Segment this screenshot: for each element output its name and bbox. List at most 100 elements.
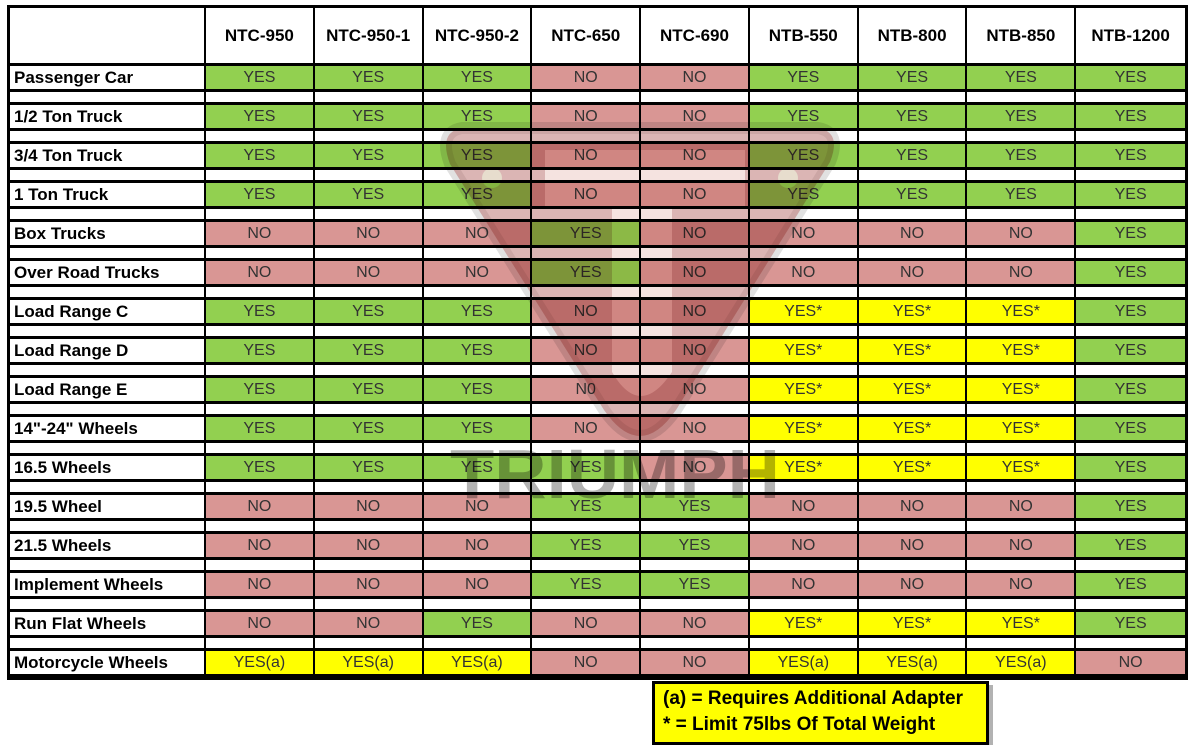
value-cell: YES* <box>749 297 859 326</box>
spacer-cell <box>641 560 750 570</box>
value-cell: YES <box>1076 453 1185 482</box>
spacer-cell <box>532 404 642 414</box>
spacer-cell <box>858 170 968 180</box>
spacer-cell <box>858 560 968 570</box>
value-cell: YES <box>1076 609 1185 638</box>
value-cell: YES* <box>967 414 1077 443</box>
spacer-cell <box>10 560 206 570</box>
spacer-cell <box>10 326 206 336</box>
value-cell: NO <box>206 609 315 638</box>
value-cell: YES <box>206 63 315 92</box>
value-cell: YES <box>641 570 750 599</box>
value-cell: YES* <box>858 336 968 365</box>
spacer-cell <box>641 209 750 219</box>
row-label: Load Range D <box>10 336 206 365</box>
value-cell: YES <box>967 141 1077 170</box>
spacer-cell <box>967 287 1077 297</box>
value-cell: NO <box>206 531 315 560</box>
value-cell: NO <box>641 258 750 287</box>
value-cell: NO <box>532 297 642 326</box>
spacer-cell <box>967 443 1077 453</box>
value-cell: YES <box>641 531 750 560</box>
value-cell: NO <box>532 141 642 170</box>
value-cell: NO <box>423 219 533 248</box>
corner-cell <box>10 8 206 63</box>
spacer-cell <box>858 326 968 336</box>
spacer-cell <box>314 365 424 375</box>
value-cell: YES <box>423 141 533 170</box>
value-cell: YES(a) <box>314 648 424 677</box>
value-cell: NO <box>641 609 750 638</box>
row-label: 21.5 Wheels <box>10 531 206 560</box>
spacer-cell <box>206 248 315 258</box>
value-cell: YES <box>532 453 642 482</box>
value-cell: YES <box>206 375 315 404</box>
value-cell: NO <box>206 258 315 287</box>
spacer-cell <box>206 326 315 336</box>
spacer-cell <box>314 638 424 648</box>
spacer-cell <box>206 209 315 219</box>
value-cell: YES <box>858 63 968 92</box>
value-cell: YES <box>1076 531 1185 560</box>
spacer-cell <box>423 326 533 336</box>
spacer-cell <box>641 287 750 297</box>
spacer-cell <box>967 599 1077 609</box>
spacer-cell <box>967 638 1077 648</box>
value-cell: NO <box>967 492 1077 521</box>
value-cell: YES <box>314 180 424 209</box>
value-cell: NO <box>532 102 642 131</box>
value-cell: YES <box>1076 375 1185 404</box>
spacer-cell <box>314 560 424 570</box>
spacer-cell <box>206 638 315 648</box>
spacer-cell <box>314 131 424 141</box>
spacer-cell <box>423 521 533 531</box>
spacer-cell <box>1076 560 1185 570</box>
spacer-cell <box>10 248 206 258</box>
value-cell: NO <box>749 258 859 287</box>
value-cell: YES(a) <box>967 648 1077 677</box>
value-cell: YES <box>749 102 859 131</box>
value-cell: YES* <box>967 453 1077 482</box>
spacer-cell <box>10 92 206 102</box>
spacer-cell <box>749 521 859 531</box>
spacer-cell <box>967 404 1077 414</box>
value-cell: YES* <box>749 453 859 482</box>
value-cell: YES <box>314 141 424 170</box>
value-cell: NO <box>641 297 750 326</box>
spacer-cell <box>532 521 642 531</box>
spacer-cell <box>206 521 315 531</box>
row-label: 19.5 Wheel <box>10 492 206 521</box>
value-cell: YES* <box>858 453 968 482</box>
spacer-cell <box>423 248 533 258</box>
value-cell: YES <box>206 141 315 170</box>
value-cell: YES <box>314 375 424 404</box>
spacer-cell <box>532 482 642 492</box>
spacer-cell <box>858 131 968 141</box>
spacer-cell <box>749 482 859 492</box>
spacer-cell <box>1076 521 1185 531</box>
value-cell: NO <box>423 492 533 521</box>
spacer-cell <box>206 404 315 414</box>
spacer-cell <box>641 482 750 492</box>
spacer-cell <box>967 521 1077 531</box>
row-label: Box Trucks <box>10 219 206 248</box>
value-cell: NO <box>967 531 1077 560</box>
spacer-cell <box>206 599 315 609</box>
spacer-cell <box>423 209 533 219</box>
value-cell: YES <box>423 414 533 443</box>
value-cell: YES <box>423 63 533 92</box>
spacer-cell <box>1076 599 1185 609</box>
value-cell: YES <box>967 63 1077 92</box>
value-cell: YES <box>314 102 424 131</box>
spacer-cell <box>967 326 1077 336</box>
column-header: NTC-950 <box>206 8 315 63</box>
spacer-cell <box>1076 209 1185 219</box>
spacer-cell <box>532 326 642 336</box>
value-cell: NO <box>967 219 1077 248</box>
spacer-cell <box>10 131 206 141</box>
spacer-cell <box>532 92 642 102</box>
value-cell: NO <box>314 531 424 560</box>
spacer-cell <box>749 287 859 297</box>
spacer-cell <box>314 287 424 297</box>
